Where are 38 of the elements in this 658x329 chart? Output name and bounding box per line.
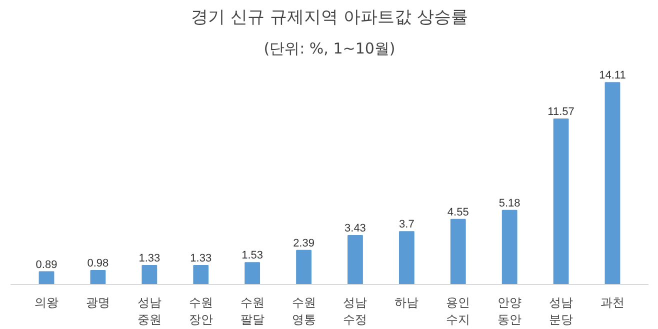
data-label: 2.39	[293, 237, 314, 250]
x-tick-label: 성남 중원	[137, 296, 162, 326]
x-tick-label: 수원 장안	[188, 296, 213, 326]
data-label: 4.55	[447, 206, 469, 218]
x-tick-label: 성남 분당	[549, 296, 574, 326]
data-label: 11.57	[548, 106, 574, 118]
data-label: 3.7	[399, 218, 414, 231]
data-label: 0.98	[87, 257, 109, 270]
data-label: 3.43	[344, 222, 366, 234]
x-tick-label: 의왕	[34, 296, 59, 310]
chart-title: 경기 신규 규제지역 아파트값 상승률	[191, 8, 468, 28]
x-tick-label: 과천	[600, 296, 624, 310]
x-tick-label: 안양 동안	[498, 296, 522, 326]
x-tick-label: 하남	[394, 296, 419, 310]
bar	[296, 250, 312, 284]
data-label: 14.11	[599, 70, 626, 82]
x-tick-label: 수원 팔달	[240, 296, 264, 326]
bar	[38, 271, 54, 284]
x-tick-label: 수원 영통	[292, 296, 316, 326]
bar	[348, 234, 363, 284]
data-label: 1.33	[138, 252, 160, 264]
data-label: 0.89	[36, 258, 58, 271]
bar	[244, 262, 260, 284]
bar	[604, 82, 620, 284]
bar	[553, 118, 569, 284]
bar	[142, 264, 158, 284]
x-tick-label: 용인 수지	[446, 296, 470, 326]
bar	[502, 210, 518, 284]
data-label: 1.53	[242, 250, 264, 262]
bar	[193, 264, 209, 284]
x-tick-label: 성남 수정	[343, 296, 368, 326]
bar	[90, 270, 106, 284]
bar	[450, 218, 466, 284]
chart-subtitle: (단위: %, 1~10월)	[264, 40, 396, 58]
data-label: 5.18	[498, 197, 520, 210]
bar	[398, 231, 414, 284]
data-label: 1.33	[190, 252, 212, 264]
x-tick-label: 광명	[86, 296, 110, 310]
